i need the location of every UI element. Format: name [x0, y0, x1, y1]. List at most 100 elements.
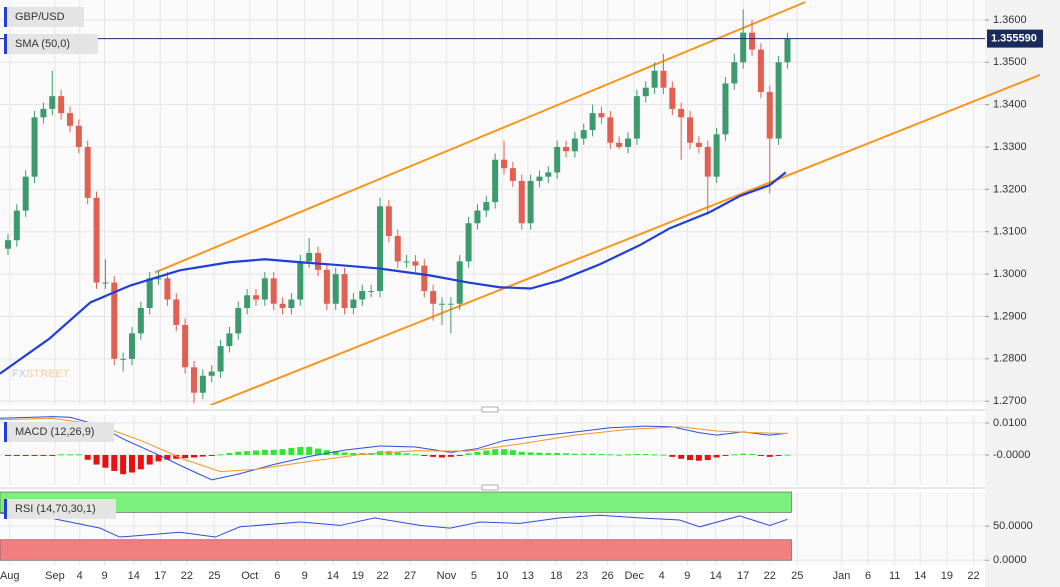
- x-tick-label: 5: [471, 570, 477, 582]
- candle-body: [323, 269, 330, 304]
- candle-body: [695, 142, 702, 148]
- macd-histogram-bar: [695, 454, 702, 461]
- candle-body: [226, 333, 233, 347]
- candle-body: [412, 261, 419, 266]
- macd-histogram-bar: [563, 453, 570, 455]
- indicator-label: SMA (50,0): [15, 38, 70, 50]
- candle-body: [394, 235, 401, 262]
- x-tick-label: 6: [865, 570, 871, 582]
- x-tick-label: 18: [550, 570, 562, 582]
- candle-body: [483, 202, 490, 211]
- candle-body: [13, 210, 20, 241]
- macd-histogram-bar: [421, 454, 428, 456]
- macd-histogram-bar: [784, 454, 791, 456]
- x-tick-label: 27: [404, 570, 416, 582]
- candle-body: [439, 303, 446, 305]
- x-tick-label: 4: [77, 570, 83, 582]
- watermark: FXSTREET: [12, 368, 70, 380]
- candle-body: [31, 117, 38, 177]
- candle-body: [182, 324, 189, 368]
- x-tick-label: 25: [208, 570, 220, 582]
- candle-body: [22, 176, 29, 211]
- macd-histogram-bar: [536, 452, 543, 455]
- macd-histogram-bar: [314, 448, 321, 455]
- candle-body: [93, 197, 100, 283]
- candle-body: [128, 333, 135, 359]
- macd-histogram-bar: [279, 449, 286, 455]
- x-tick-label: 25: [791, 570, 803, 582]
- indicator-label-bg: [4, 34, 98, 54]
- candle-body: [580, 130, 587, 139]
- macd-histogram-bar: [93, 454, 100, 465]
- macd-histogram-bar: [430, 454, 437, 457]
- macd-histogram-bar: [58, 454, 65, 456]
- resize-handle[interactable]: [481, 484, 499, 491]
- macd-histogram-bar: [766, 454, 773, 457]
- rsi-band: [0, 539, 792, 561]
- candle-body: [403, 261, 410, 263]
- candle-body: [341, 274, 348, 308]
- current-price-label: 1.355590: [991, 32, 1037, 44]
- x-tick-label: Aug: [0, 570, 20, 582]
- candle-body: [704, 147, 711, 177]
- x-tick-label: 6: [274, 570, 280, 582]
- y-tick-label: 1.3400: [993, 99, 1027, 111]
- macd-histogram-bar: [306, 446, 313, 455]
- macd-histogram-bar: [483, 450, 490, 455]
- macd-histogram-bar: [731, 454, 738, 456]
- x-tick-label: 9: [684, 570, 690, 582]
- macd-histogram-bar: [554, 453, 561, 455]
- macd-line: [0, 417, 788, 473]
- x-tick-label: 10: [496, 570, 508, 582]
- candle-body: [49, 96, 56, 109]
- watermark-part: STREET: [26, 368, 70, 380]
- macd-histogram-bar: [13, 454, 20, 456]
- x-tick-label: 13: [522, 570, 534, 582]
- indicator-label-bg: [4, 7, 84, 27]
- candle-body: [84, 147, 91, 198]
- macd-histogram-bar: [722, 454, 729, 456]
- macd-histogram-bar: [518, 451, 525, 455]
- macd-histogram-bar: [439, 454, 446, 458]
- x-tick-label: 19: [941, 570, 953, 582]
- candle-body: [589, 113, 596, 131]
- candle-body: [244, 295, 251, 308]
- macd-histogram-bar: [660, 454, 667, 456]
- main-panel: [0, 0, 985, 405]
- x-tick-label: 22: [181, 570, 193, 582]
- indicator-label-bar: [4, 34, 7, 54]
- macd-histogram-bar: [111, 454, 118, 471]
- macd-histogram-bar: [40, 454, 47, 456]
- macd-histogram-bar: [456, 454, 463, 456]
- macd-histogram-bar: [394, 452, 401, 455]
- candle-body: [4, 240, 11, 249]
- candle-body: [598, 113, 605, 118]
- macd-histogram-bar: [341, 452, 348, 455]
- macd-histogram-bar: [678, 454, 685, 459]
- macd-histogram-bar: [146, 454, 153, 465]
- macd-histogram-bar: [465, 453, 472, 455]
- y-tick-label: 1.2900: [993, 310, 1027, 322]
- y-tick-label: 1.3500: [993, 56, 1027, 68]
- macd-histogram-bar: [740, 453, 747, 455]
- macd-histogram-bar: [66, 454, 73, 456]
- y-tick-label: 50.0000: [993, 520, 1033, 532]
- candle-body: [651, 70, 658, 88]
- x-tick-label: 14: [327, 570, 339, 582]
- macd-histogram-bar: [651, 454, 658, 456]
- candle-body: [385, 206, 392, 236]
- candle-body: [447, 303, 454, 305]
- candle-body: [749, 32, 756, 50]
- candle-body: [146, 278, 153, 308]
- macd-histogram-bar: [22, 454, 29, 456]
- indicator-label: MACD (12,26,9): [15, 426, 94, 438]
- macd-histogram-bar: [226, 453, 233, 455]
- macd-histogram-bar: [509, 450, 516, 455]
- x-tick-label: Jan: [833, 570, 851, 582]
- macd-histogram-bar: [474, 451, 481, 455]
- macd-histogram-bar: [571, 453, 578, 455]
- resize-handle[interactable]: [481, 406, 499, 413]
- macd-histogram-bar: [332, 451, 339, 455]
- macd-histogram-bar: [527, 452, 534, 455]
- macd-histogram-bar: [75, 454, 82, 456]
